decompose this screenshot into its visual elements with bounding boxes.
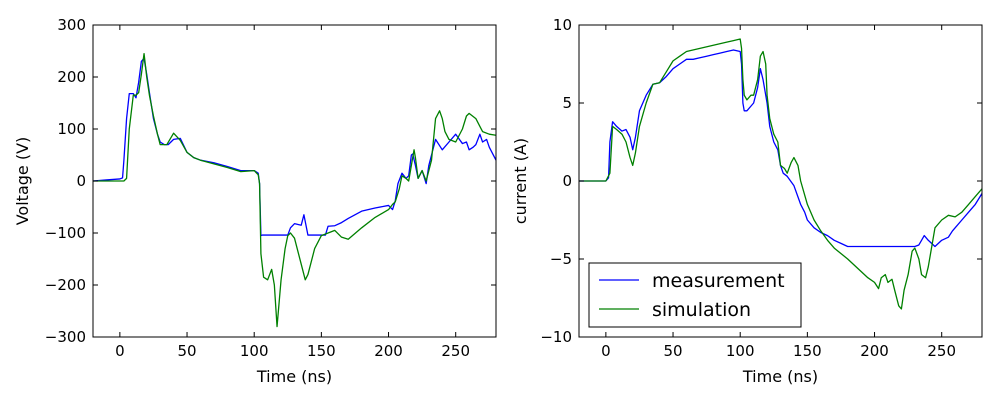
current-x-axis-label: Time (ns) xyxy=(742,367,818,386)
voltage-series-simulation-line xyxy=(93,52,496,328)
current-x-tick-label: 200 xyxy=(860,342,889,360)
voltage-x-tick-label: 0 xyxy=(115,342,125,360)
voltage-x-tick-label: 50 xyxy=(177,342,196,360)
current-x-tick-label: 250 xyxy=(927,342,956,360)
voltage-x-tick-label: 150 xyxy=(307,342,336,360)
voltage-x-tick-label: 100 xyxy=(240,342,269,360)
current-y-axis-label: current (A) xyxy=(511,138,530,224)
voltage-x-tick-label: 250 xyxy=(441,342,470,360)
voltage-y-tick-label: 300 xyxy=(57,16,86,34)
legend-simulation-label: simulation xyxy=(652,299,751,321)
legend-box xyxy=(588,262,802,328)
voltage-y-tick-label: −300 xyxy=(45,328,86,346)
current-x-tick-label: 0 xyxy=(601,342,611,360)
voltage-y-tick-label: 0 xyxy=(76,172,86,190)
current-chart-panel: 0 50 100 150 200 250 −10 −5 0 5 10 Time (ns) current… xyxy=(511,16,983,386)
voltage-chart-panel: 0 50 100 150 200 250 −300 −200 −100 0 100 200 300 Tim… xyxy=(13,16,497,386)
legend-measurement-label: measurement xyxy=(652,270,785,292)
voltage-plot-frame xyxy=(92,24,497,338)
voltage-series-measurement-line xyxy=(93,57,496,237)
current-y-tick-label: −10 xyxy=(540,328,572,346)
chart-legend: measurement simulation xyxy=(588,262,802,328)
current-y-tick-label: 10 xyxy=(553,16,572,34)
current-series-group xyxy=(579,38,982,310)
current-y-tick-label: 0 xyxy=(562,172,572,190)
current-x-tick-label: 100 xyxy=(726,342,755,360)
voltage-y-tick-label: 100 xyxy=(57,120,86,138)
current-y-tick-label: 5 xyxy=(562,94,572,112)
current-y-tick-label: −5 xyxy=(550,250,572,268)
current-x-tick-label: 150 xyxy=(793,342,822,360)
voltage-y-tick-label: 200 xyxy=(57,68,86,86)
voltage-series-group xyxy=(93,52,496,328)
current-series-simulation-line xyxy=(579,38,982,310)
voltage-x-axis-label: Time (ns) xyxy=(256,367,332,386)
current-x-tick-label: 50 xyxy=(663,342,682,360)
voltage-x-tick-label: 200 xyxy=(374,342,403,360)
voltage-y-axis-label: Voltage (V) xyxy=(13,137,32,226)
voltage-y-tick-label: −200 xyxy=(45,276,86,294)
current-series-measurement-line xyxy=(579,49,982,248)
voltage-y-tick-label: −100 xyxy=(45,224,86,242)
